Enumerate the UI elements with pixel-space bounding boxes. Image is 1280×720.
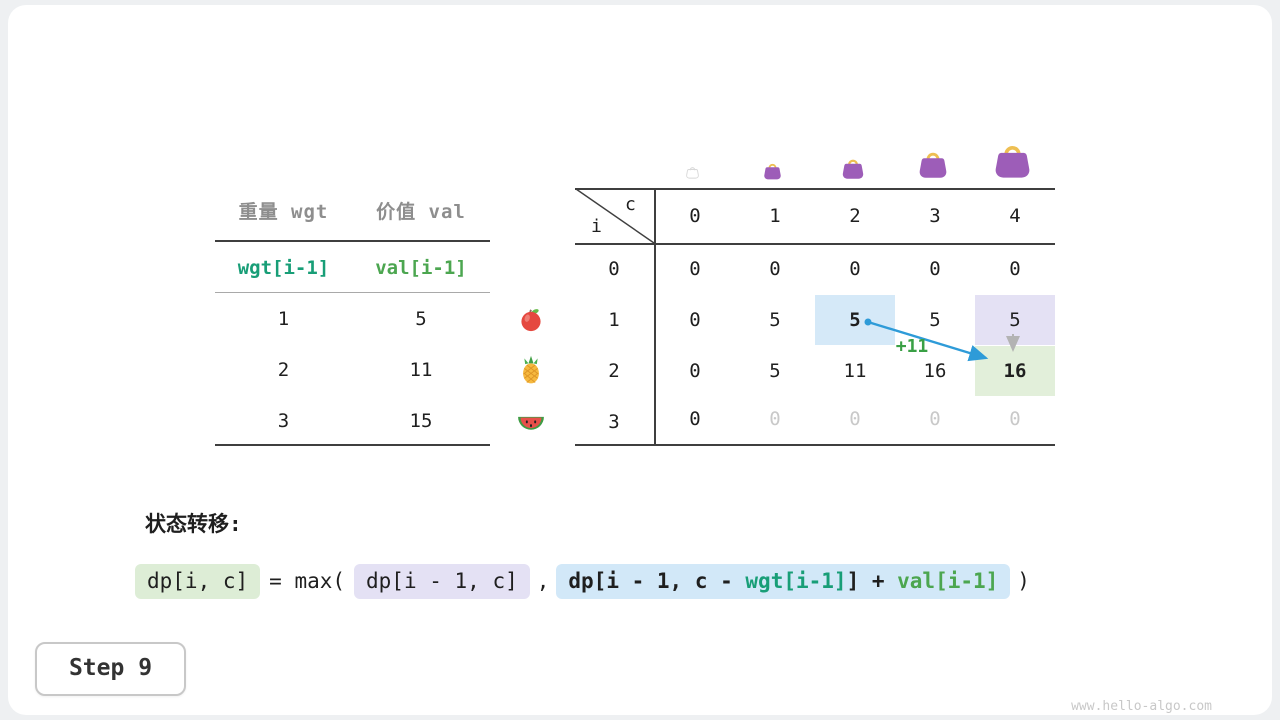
dp-row-header-1: 1: [608, 309, 620, 331]
dp-col-header-1: 1: [769, 205, 781, 227]
capacity-0-bag-icon: [686, 167, 699, 179]
dp-row-header-3: 3: [608, 411, 620, 433]
item-table-index-row: wgt[i-1] val[i-1]: [215, 252, 490, 284]
watermark: www.hello-algo.com: [1071, 699, 1212, 714]
corner-row-variable: i: [591, 216, 602, 237]
dp-col-header-0: 0: [689, 205, 701, 227]
apple-icon: [521, 309, 541, 332]
item-2-weight: 2: [277, 359, 290, 381]
dp-cell-2-3: 16: [923, 360, 947, 382]
watermelon-icon: [518, 416, 544, 430]
dp-cell-3-4: 0: [1009, 408, 1021, 430]
item-1-value: 5: [415, 308, 427, 330]
formula-take-prefix: dp[i - 1, c -: [568, 568, 746, 593]
item-2-value: 11: [409, 359, 433, 381]
pineapple-icon: [523, 355, 539, 384]
weight-column-header: 重量 wgt: [238, 201, 329, 223]
divider: [215, 444, 490, 446]
dp-cell-2-1: 5: [769, 360, 781, 382]
formula-eq-max: = max(: [269, 569, 346, 593]
item-1-weight: 1: [277, 308, 290, 330]
capacity-3-bag-icon: [919, 152, 947, 178]
dp-row-header-2: 2: [608, 360, 620, 382]
dp-cell-0-1: 0: [769, 258, 781, 280]
val-index-label: val[i-1]: [375, 257, 467, 279]
value-added-annotation: +11: [895, 336, 929, 357]
dp-cell-3-2: 0: [849, 408, 861, 430]
formula-separator: ,: [536, 569, 550, 593]
item-row-2: 2 11: [215, 354, 490, 386]
divider: [575, 188, 1055, 190]
formula-option-take: dp[i - 1, c - wgt[i-1]] + val[i-1]: [556, 563, 1011, 599]
formula-lhs: dp[i, c]: [135, 563, 261, 599]
state-transition-formula: dp[i, c] = max( dp[i - 1, c] , dp[i - 1,…: [135, 559, 1037, 603]
dp-table: c i 0 1 2 3 4 0 1 2 3 0 0 0 0 0 0 5 5 5 …: [575, 188, 1055, 446]
item-row-3: 3 15: [215, 405, 490, 437]
capacity-2-bag-icon: [842, 159, 864, 179]
corner-col-variable: c: [625, 194, 636, 215]
dp-cell-2-0: 0: [689, 360, 701, 382]
dp-cell-3-1: 0: [769, 408, 781, 430]
dp-cell-2-2: 11: [843, 360, 867, 382]
divider: [575, 243, 1055, 245]
wgt-index-label: wgt[i-1]: [237, 257, 330, 279]
corner-diagonal-line: [575, 188, 655, 244]
capacity-4-bag-icon: [995, 145, 1030, 178]
value-column-header: 价值 val: [376, 201, 466, 223]
formula-take-mid: ] +: [846, 568, 898, 593]
dp-col-header-4: 4: [1009, 205, 1021, 227]
item-3-value: 15: [409, 410, 433, 432]
capacity-1-bag-icon: [764, 163, 781, 180]
dp-cell-3-0: 0: [689, 408, 701, 430]
dp-cell-0-4: 0: [1009, 258, 1021, 280]
dp-cell-1-1: 5: [769, 309, 781, 331]
dp-cell-3-3: 0: [929, 408, 941, 430]
dp-cell-0-0: 0: [689, 258, 701, 280]
dp-cell-0-3: 0: [929, 258, 941, 280]
dp-cell-1-3: 5: [929, 309, 941, 331]
dp-cell-2-4-current-highlight: 16: [975, 346, 1055, 396]
divider: [575, 444, 1055, 446]
formula-option-keep: dp[i - 1, c]: [354, 563, 530, 599]
dp-col-header-2: 2: [849, 205, 861, 227]
divider: [215, 240, 490, 242]
dp-cell-1-4-above-highlight: 5: [975, 295, 1055, 345]
formula-close-paren: ): [1017, 569, 1030, 593]
item-table-header-row: 重量 wgt 价值 val: [215, 196, 490, 228]
formula-wgt-term: wgt[i-1]: [745, 568, 847, 593]
dp-row-header-0: 0: [608, 258, 620, 280]
divider: [654, 188, 656, 445]
step-badge: Step 9: [35, 642, 186, 696]
divider: [215, 292, 490, 293]
dp-cell-0-2: 0: [849, 258, 861, 280]
item-3-weight: 3: [277, 410, 290, 432]
formula-val-term: val[i-1]: [897, 568, 999, 593]
item-row-1: 1 5: [215, 303, 490, 335]
state-transition-label: 状态转移:: [145, 512, 242, 536]
dp-col-header-3: 3: [929, 205, 941, 227]
dp-cell-1-0: 0: [689, 309, 701, 331]
item-table: 重量 wgt 价值 val wgt[i-1] val[i-1] 1 5 2 11…: [215, 190, 490, 448]
